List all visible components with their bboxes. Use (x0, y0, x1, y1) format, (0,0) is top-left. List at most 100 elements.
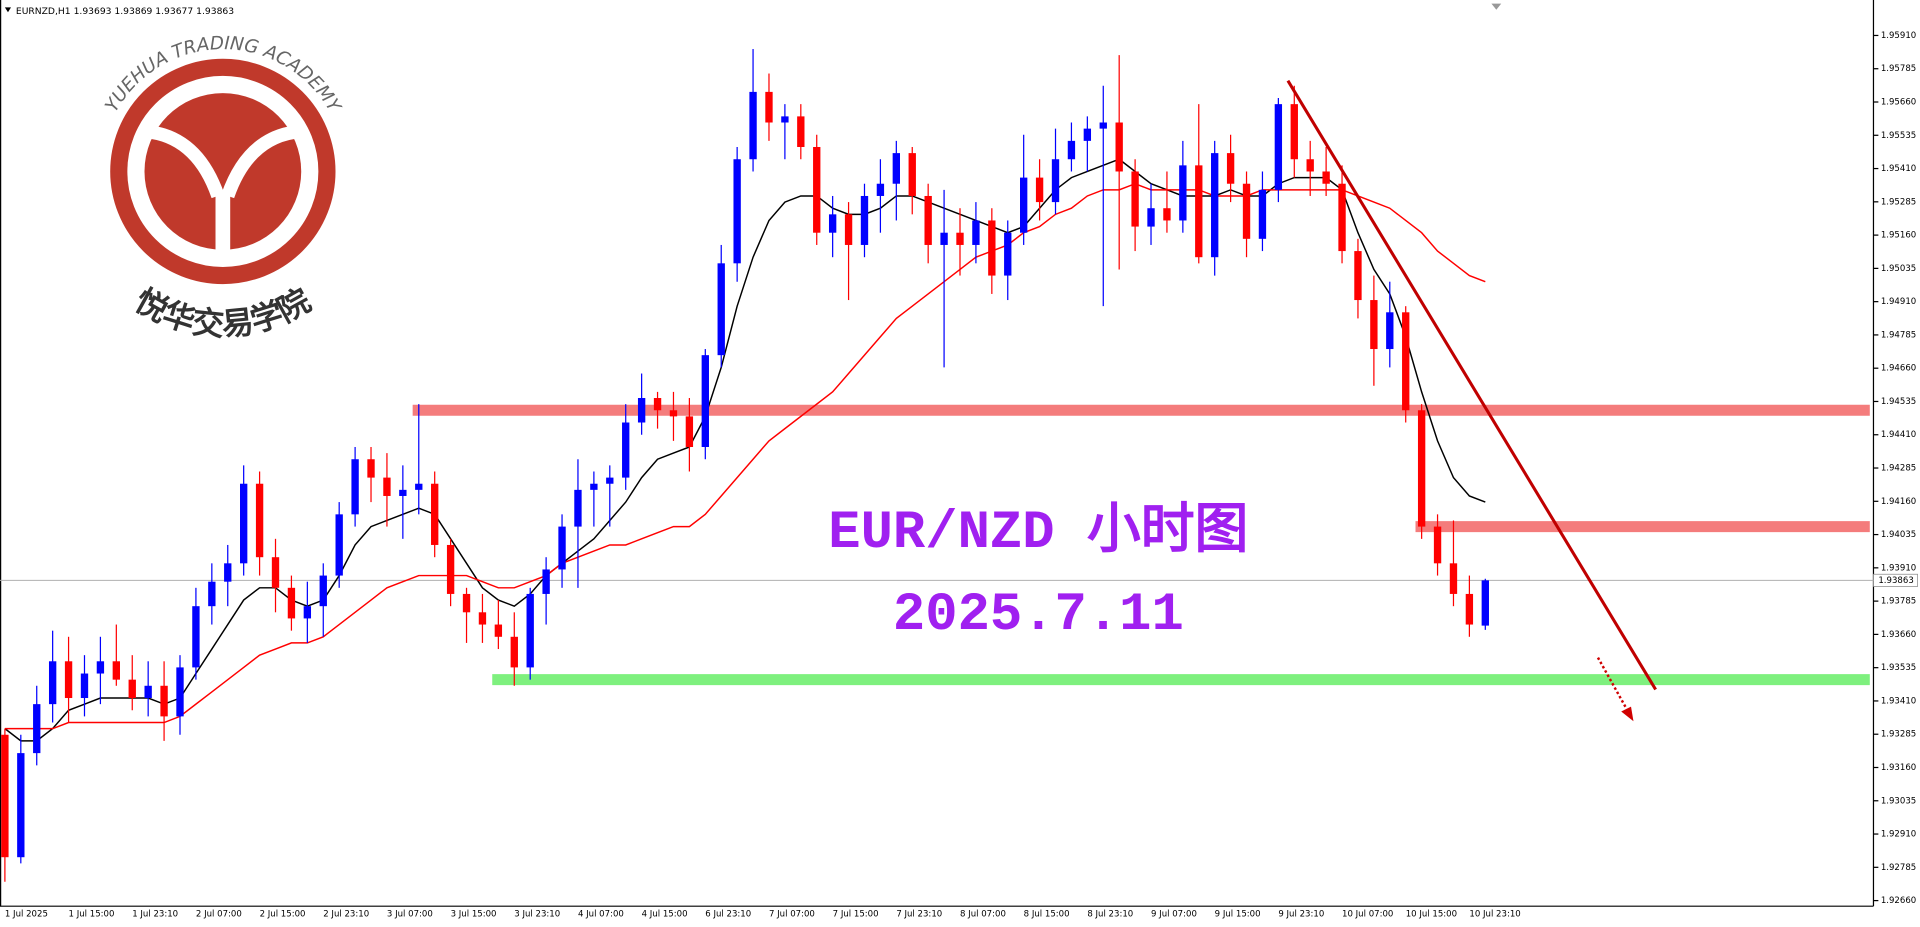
y-tick-label: 1.95285 (1881, 197, 1916, 207)
candle-body (494, 624, 503, 637)
candle-body (1179, 165, 1187, 221)
candle-body (940, 232, 948, 245)
candle-body (669, 410, 678, 417)
x-tick-label: 1 Jul 23:10 (132, 910, 178, 920)
candle-body (33, 704, 41, 754)
candle-body (1067, 140, 1076, 160)
candle-body (622, 422, 630, 478)
x-tick-label: 9 Jul 23:10 (1278, 910, 1324, 920)
candle-body (685, 416, 694, 447)
x-tick-label: 8 Jul 15:00 (1024, 910, 1070, 920)
candle-body (1035, 177, 1044, 203)
candle-body (924, 195, 932, 245)
current-price-label: 1.93863 (1878, 576, 1913, 586)
candle-body (574, 489, 582, 527)
logo-stem (215, 189, 231, 252)
y-tick-label: 1.93535 (1881, 663, 1916, 673)
candle-body (1242, 183, 1251, 239)
candle-body (1402, 312, 1410, 411)
candle-body (64, 661, 73, 699)
candle-body (1020, 177, 1028, 233)
x-tick-label: 10 Jul 07:00 (1342, 910, 1393, 920)
header-text: EURNZD,H1 1.93693 1.93869 1.93677 1.9386… (16, 6, 234, 17)
candle-body (1115, 122, 1123, 172)
candle-body (367, 459, 375, 478)
candle-body (415, 483, 423, 490)
candle-body (749, 91, 757, 160)
candle-body (446, 544, 455, 594)
candle-body (1163, 208, 1171, 221)
candle-body (1290, 104, 1298, 160)
candle-body (255, 483, 264, 558)
header: EURNZD,H1 1.93693 1.93869 1.93677 1.9386… (4, 6, 234, 17)
candle-body (1004, 232, 1012, 276)
y-tick-label: 1.95535 (1881, 131, 1916, 141)
candle-body (1386, 312, 1394, 350)
x-tick-label: 1 Jul 15:00 (69, 910, 115, 920)
candle-body (1258, 189, 1267, 239)
projection-arrow (1596, 656, 1629, 711)
candle-body (637, 398, 646, 423)
y-tick-label: 1.95785 (1881, 64, 1916, 74)
candle-body (590, 483, 598, 490)
header-icon (4, 7, 12, 13)
candle-body (653, 398, 662, 411)
y-tick-label: 1.94785 (1881, 330, 1916, 340)
candle-body (1051, 159, 1060, 203)
logo-disc (144, 93, 302, 250)
candle-body (287, 587, 296, 619)
candle-body (765, 91, 773, 123)
x-tick-label: 6 Jul 23:10 (705, 910, 751, 920)
candle-body (1417, 410, 1426, 527)
y-tick-label: 1.92785 (1881, 863, 1916, 873)
y-tick-label: 1.93410 (1881, 696, 1916, 706)
candle-body (478, 612, 487, 625)
candle-body (208, 581, 216, 607)
candle-body (383, 477, 391, 496)
x-tick-label: 1 Jul 2025 (5, 910, 48, 920)
x-tick-label: 7 Jul 07:00 (769, 910, 815, 920)
logo-mark (150, 125, 296, 199)
candle-body (876, 183, 885, 196)
candle-body (335, 514, 343, 576)
y-tick-label: 1.94535 (1881, 397, 1916, 407)
x-tick-label: 8 Jul 07:00 (960, 910, 1006, 920)
candle-body (1354, 251, 1362, 301)
candle-body (128, 679, 136, 699)
y-tick-label: 1.93910 (1881, 563, 1916, 573)
candle-body (176, 667, 184, 717)
candle-body (1147, 208, 1155, 227)
x-tick-label: 2 Jul 15:00 (260, 910, 306, 920)
y-tick-label: 1.93285 (1881, 730, 1916, 740)
logo: YUEHUA TRADING ACADEMY 悦华交易学院 (101, 33, 345, 344)
candle-body (1338, 183, 1346, 252)
candle-body (319, 575, 327, 607)
candle-body (160, 685, 168, 717)
candle-body (303, 606, 312, 619)
trendline (1286, 79, 1657, 691)
candle-body (828, 214, 837, 233)
moving-average (4, 182, 1486, 730)
y-tick-label: 1.93785 (1881, 597, 1916, 607)
candle-body (1099, 122, 1107, 129)
x-tick-label: 9 Jul 15:00 (1215, 910, 1261, 920)
candle-body (1195, 165, 1203, 258)
y-tick-label: 1.93660 (1881, 630, 1916, 640)
y-tick-label: 1.94910 (1881, 297, 1916, 307)
candle-body (542, 569, 550, 594)
candle-body (399, 489, 407, 496)
header-low: 1.93677 (155, 6, 193, 17)
x-tick-label: 4 Jul 15:00 (642, 910, 688, 920)
y-tick-label: 1.95660 (1881, 98, 1916, 108)
y-tick-label: 1.94285 (1881, 464, 1916, 474)
candle-body (972, 220, 980, 245)
x-tick-label: 10 Jul 23:10 (1469, 910, 1520, 920)
candle-body (701, 355, 709, 447)
y-tick-label: 1.94410 (1881, 430, 1916, 440)
candle-body (956, 232, 964, 245)
y-tick-label: 1.93035 (1881, 796, 1916, 806)
x-tick-label: 3 Jul 23:10 (514, 910, 560, 920)
logo-ring (110, 58, 336, 285)
